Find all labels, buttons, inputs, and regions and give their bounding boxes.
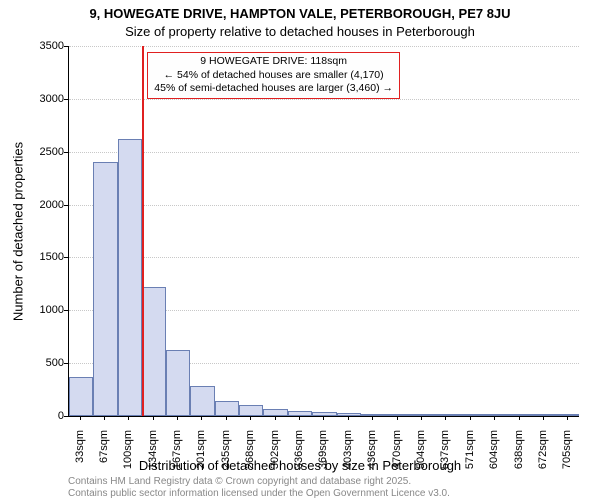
histogram-bar [142,287,166,416]
credit-line2: Contains public sector information licen… [68,488,450,499]
histogram-bar [93,162,118,416]
histogram-bar [385,414,410,416]
x-tick-label: 167sqm [171,430,183,480]
grid-line [69,257,579,258]
histogram-bar [239,405,263,416]
annotation-line2: ← 54% of detached houses are smaller (4,… [154,69,393,83]
x-tick-label: 302sqm [269,430,281,480]
y-tick-label: 3500 [24,40,64,52]
histogram-bar [263,409,288,416]
y-tick-mark [64,416,68,417]
x-tick-mark [421,416,422,420]
y-tick-label: 1500 [24,251,64,263]
grid-line [69,46,579,47]
x-tick-mark [372,416,373,420]
y-tick-label: 1000 [24,304,64,316]
y-tick-mark [64,205,68,206]
annotation-line1: 9 HOWEGATE DRIVE: 118sqm [154,55,393,69]
x-tick-label: 33sqm [74,430,86,480]
x-tick-label: 604sqm [488,430,500,480]
y-tick-mark [64,363,68,364]
credit-line1: Contains HM Land Registry data © Crown c… [68,476,411,487]
x-tick-mark [226,416,227,420]
x-tick-label: 504sqm [415,430,427,480]
y-tick-mark [64,152,68,153]
x-tick-label: 201sqm [195,430,207,480]
x-tick-label: 67sqm [98,430,110,480]
x-tick-label: 537sqm [439,430,451,480]
histogram-bar [434,414,459,416]
x-tick-mark [104,416,105,420]
x-tick-mark [567,416,568,420]
x-tick-label: 336sqm [293,430,305,480]
grid-line [69,99,579,100]
title-line2: Size of property relative to detached ho… [0,24,600,39]
y-tick-mark [64,257,68,258]
x-tick-mark [80,416,81,420]
histogram-bar [190,386,215,416]
y-tick-label: 2500 [24,146,64,158]
histogram-bar [361,414,385,416]
histogram-bar [166,350,190,416]
histogram-plot [68,46,579,417]
histogram-bar [69,377,93,416]
grid-line [69,152,579,153]
x-tick-mark [177,416,178,420]
x-tick-mark [494,416,495,420]
x-tick-mark [348,416,349,420]
annotation-line3: 45% of semi-detached houses are larger (… [154,82,393,96]
title-line1: 9, HOWEGATE DRIVE, HAMPTON VALE, PETERBO… [0,6,600,21]
y-tick-mark [64,99,68,100]
x-tick-label: 403sqm [342,430,354,480]
reference-line [142,46,144,416]
y-tick-label: 3000 [24,93,64,105]
histogram-bar [507,414,532,416]
x-tick-label: 369sqm [317,430,329,480]
y-tick-label: 500 [24,357,64,369]
x-tick-mark [299,416,300,420]
y-tick-label: 0 [24,410,64,422]
x-tick-mark [128,416,129,420]
x-tick-mark [519,416,520,420]
x-tick-mark [250,416,251,420]
x-tick-label: 235sqm [220,430,232,480]
y-tick-label: 2000 [24,199,64,211]
x-tick-mark [470,416,471,420]
grid-line [69,205,579,206]
x-tick-label: 638sqm [513,430,525,480]
x-tick-label: 705sqm [561,430,573,480]
x-tick-label: 672sqm [537,430,549,480]
y-tick-mark [64,310,68,311]
histogram-bar [337,413,362,416]
x-tick-label: 436sqm [366,430,378,480]
x-tick-mark [201,416,202,420]
x-tick-mark [153,416,154,420]
x-tick-mark [445,416,446,420]
x-tick-mark [323,416,324,420]
x-tick-label: 571sqm [464,430,476,480]
x-tick-label: 470sqm [391,430,403,480]
x-tick-label: 268sqm [244,430,256,480]
annotation-box: 9 HOWEGATE DRIVE: 118sqm← 54% of detache… [147,52,400,99]
x-tick-mark [543,416,544,420]
histogram-bar [215,401,240,416]
y-tick-mark [64,46,68,47]
x-tick-label: 134sqm [147,430,159,480]
histogram-bar [118,139,143,416]
x-tick-mark [275,416,276,420]
x-tick-mark [397,416,398,420]
x-tick-label: 100sqm [122,430,134,480]
